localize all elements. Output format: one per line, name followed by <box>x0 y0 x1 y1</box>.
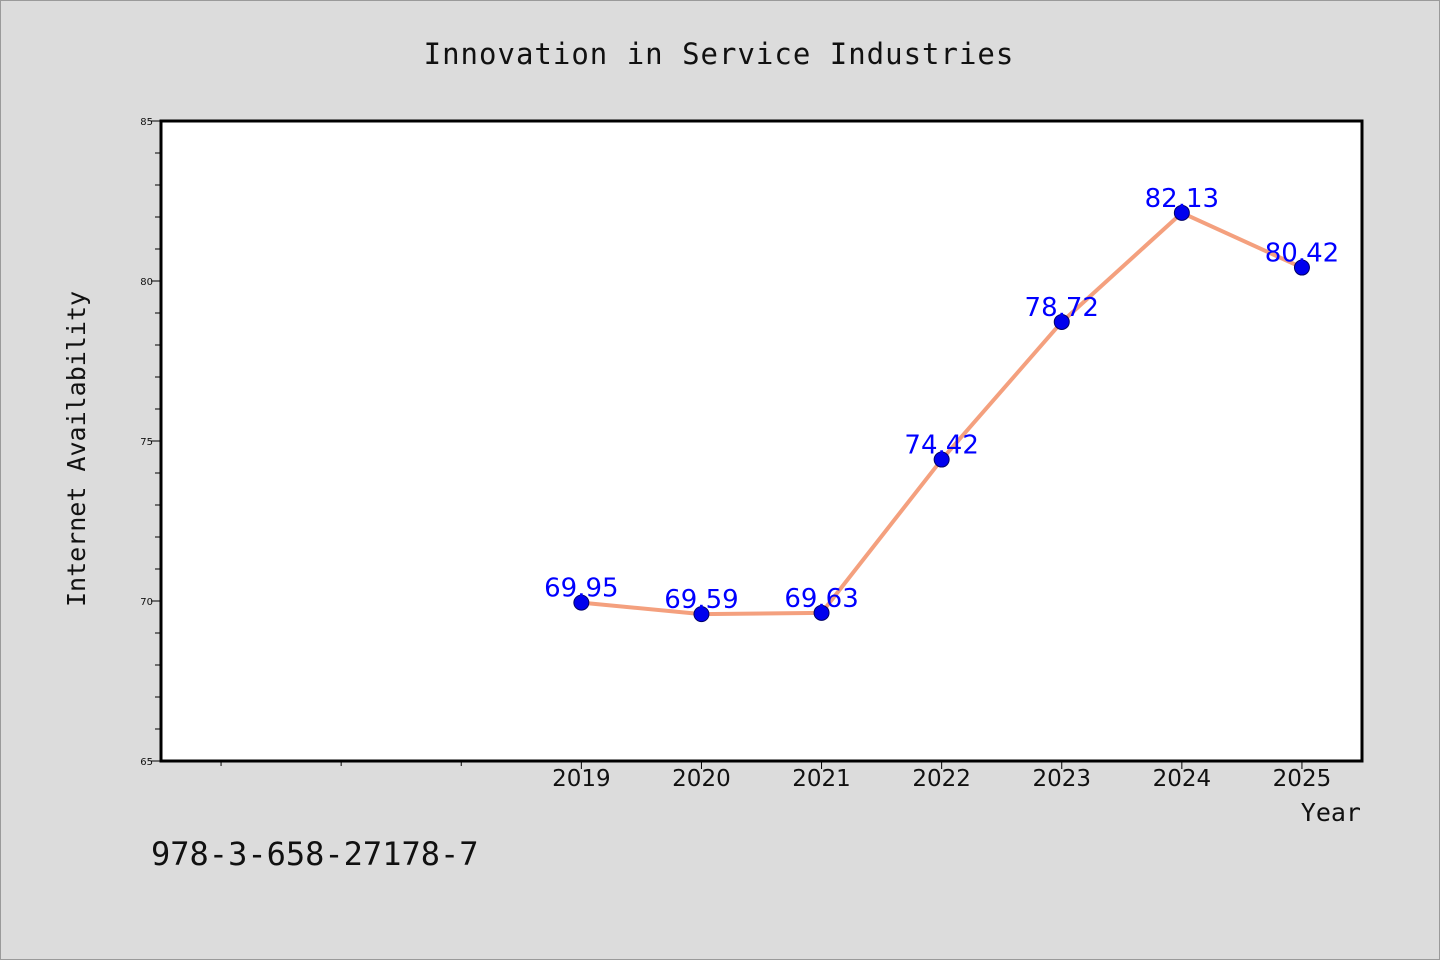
footer-isbn: 978-3-658-27178-7 <box>151 835 479 873</box>
data-point-marker <box>1293 259 1310 276</box>
x-tick-label: 2021 <box>792 766 851 792</box>
y-axis-ticks: 65 70 75 80 85 <box>140 117 161 768</box>
data-value-label: 78.72 <box>1025 293 1099 323</box>
y-axis-label: Internet Availability <box>62 291 91 607</box>
data-value-label: 82.13 <box>1145 184 1219 214</box>
x-tick-label: 2025 <box>1273 766 1332 792</box>
y-tick-label: 80 <box>140 277 153 288</box>
data-point-marker <box>693 606 710 623</box>
x-tick-label: 2022 <box>912 766 971 792</box>
y-tick-label: 65 <box>140 757 153 768</box>
data-point-marker <box>573 594 590 611</box>
data-labels-layer: 69.95 69.59 69.63 74.42 78.72 82.13 80.42 <box>544 184 1339 615</box>
x-tick-label: 2020 <box>672 766 731 792</box>
data-point-marker <box>933 451 950 468</box>
data-point-marker <box>1053 313 1070 330</box>
data-value-label: 80.42 <box>1265 239 1339 269</box>
plot-area <box>159 119 1364 763</box>
x-tick-label: 2019 <box>552 766 611 792</box>
data-value-label: 69.95 <box>544 574 618 604</box>
data-value-label: 69.63 <box>784 584 858 614</box>
x-axis-label: Year <box>1301 798 1361 827</box>
y-tick-label: 75 <box>140 437 153 448</box>
series-layer <box>573 204 1310 623</box>
x-axis-ticks: 2019 2020 2021 2022 2023 2024 2025 <box>220 761 1332 792</box>
y-tick-label: 70 <box>140 597 153 608</box>
data-value-label: 74.42 <box>904 431 978 461</box>
data-point-marker <box>813 604 830 621</box>
chart-title: Innovation in Service Industries <box>424 37 1015 71</box>
data-value-label: 69.59 <box>664 585 738 615</box>
x-tick-label: 2023 <box>1032 766 1091 792</box>
y-tick-label: 85 <box>140 117 153 128</box>
x-tick-label: 2024 <box>1153 766 1212 792</box>
data-point-marker <box>1173 204 1190 221</box>
